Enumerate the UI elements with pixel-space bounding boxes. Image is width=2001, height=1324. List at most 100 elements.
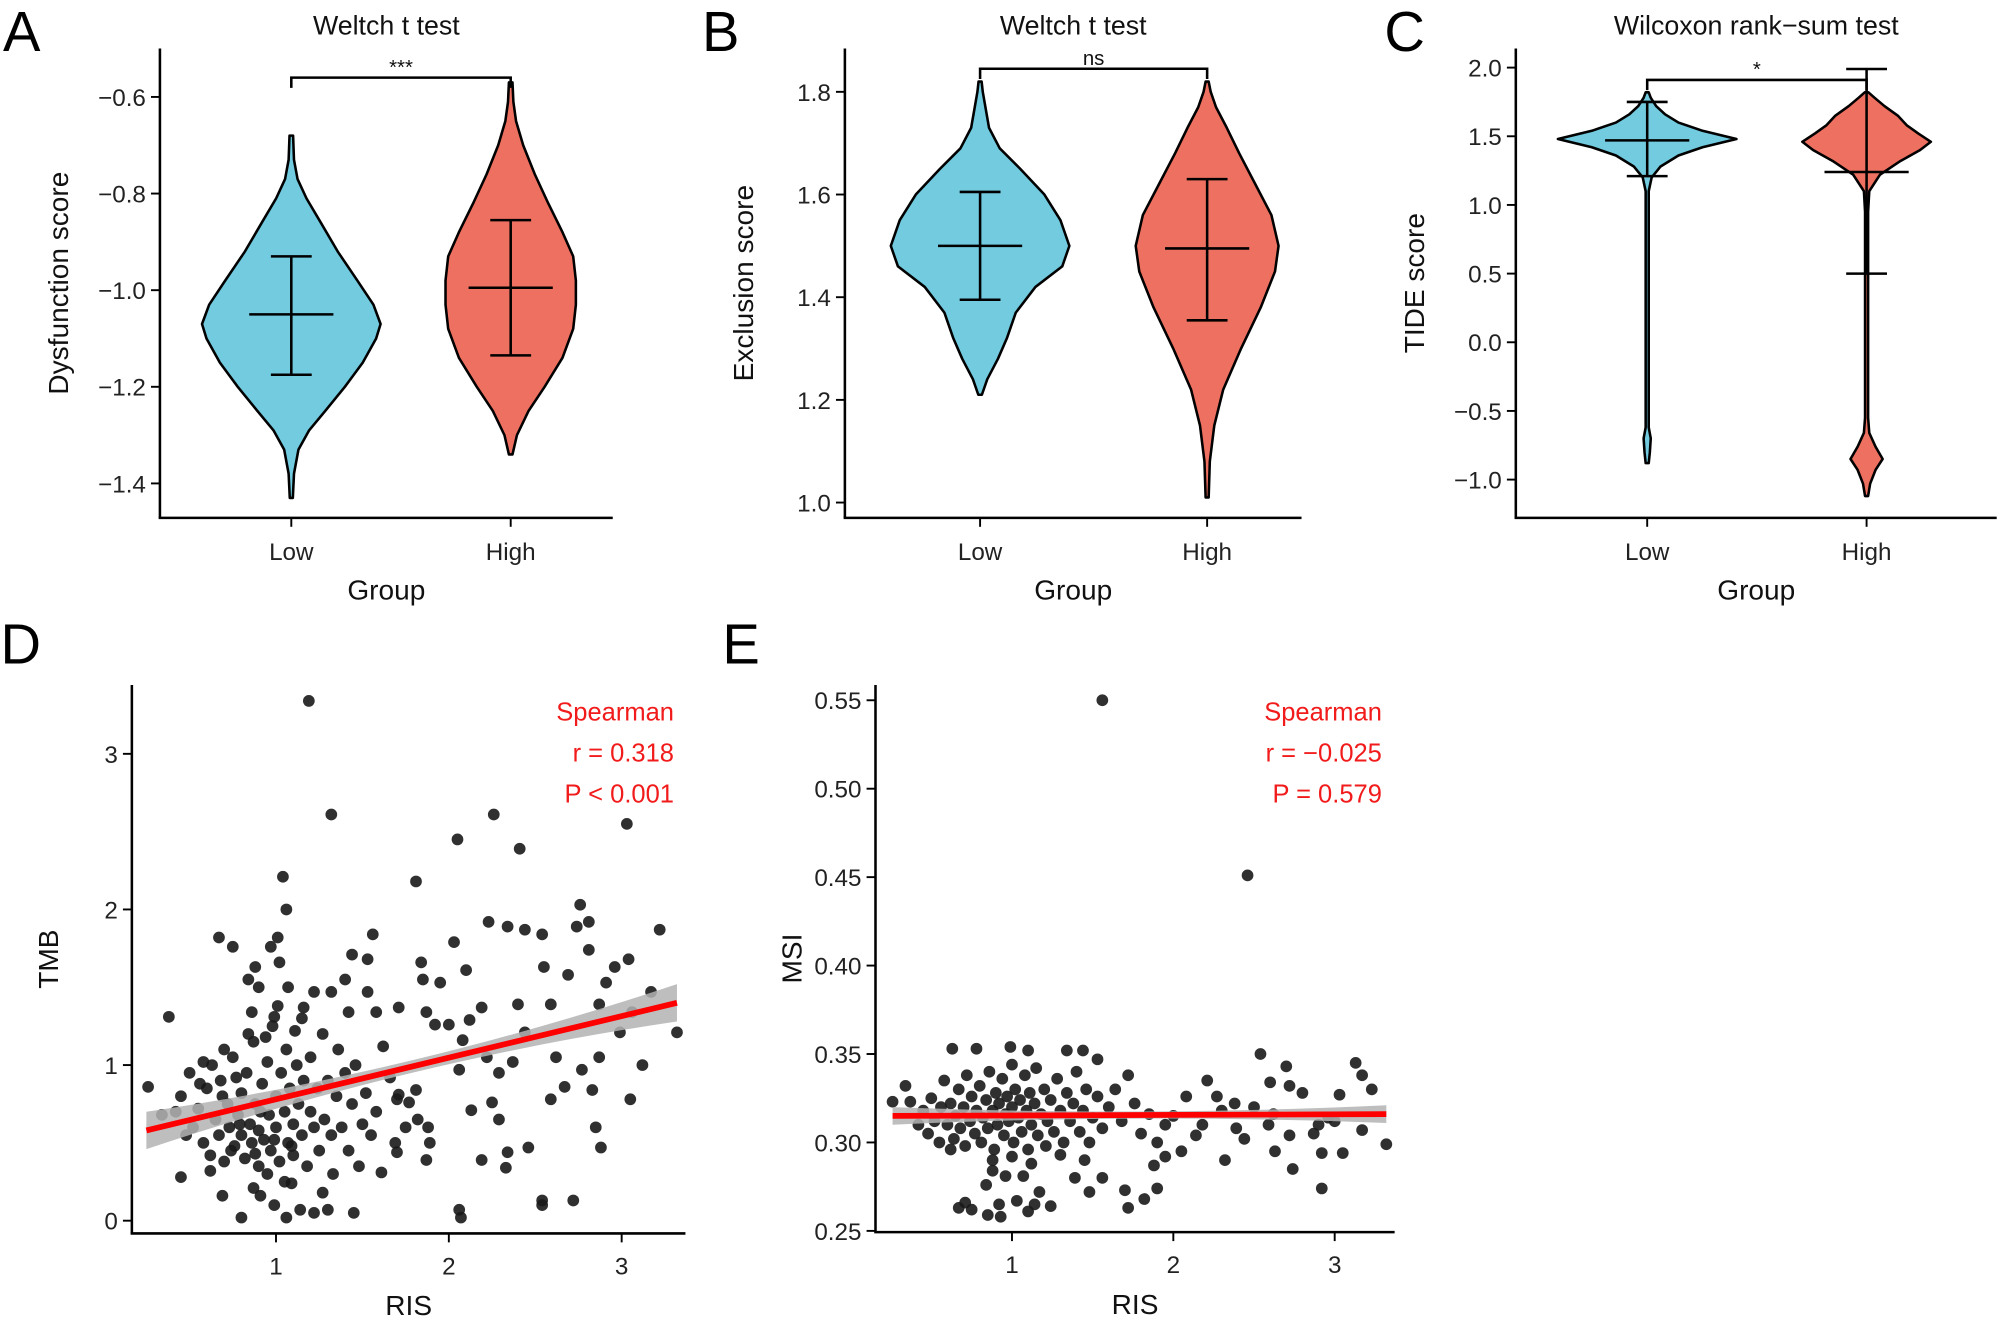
data-point (500, 1161, 512, 1174)
y-tick-label: 0.45 (814, 865, 861, 892)
data-point (451, 833, 464, 846)
y-tick-label: −1.0 (1454, 468, 1502, 495)
stat-text: Spearman (1264, 699, 1382, 727)
data-point (1060, 1044, 1073, 1057)
data-point (1254, 1048, 1267, 1060)
data-point (1007, 1136, 1020, 1149)
data-point (278, 1105, 291, 1118)
data-point (970, 1042, 983, 1055)
data-point (304, 1105, 317, 1118)
data-point (550, 1051, 562, 1064)
y-tick-label: −1.4 (98, 471, 146, 498)
data-point (1096, 1122, 1109, 1135)
y-axis-label: TMB (33, 930, 64, 989)
chart-title: Weltch t test (313, 10, 460, 40)
data-point (287, 1118, 300, 1131)
data-point (653, 923, 666, 936)
data-point (239, 1152, 251, 1165)
y-axis-label: Exclusion score (728, 185, 759, 381)
violin-high (1801, 91, 1933, 498)
data-point (258, 1133, 270, 1146)
data-point (993, 1198, 1005, 1211)
data-point (944, 1143, 957, 1156)
data-point (593, 998, 606, 1011)
data-point (249, 961, 262, 973)
data-point (240, 1066, 253, 1079)
y-tick-label: −0.8 (98, 181, 146, 208)
data-point (1030, 1062, 1043, 1075)
x-axis-label: Group (1034, 574, 1112, 605)
data-point (360, 1087, 372, 1099)
data-point (294, 1203, 307, 1216)
data-point (1128, 1097, 1141, 1110)
data-point (1307, 1127, 1320, 1140)
data-point (946, 1042, 959, 1055)
data-point (273, 1155, 286, 1168)
data-point (1022, 1143, 1034, 1156)
data-point (377, 1040, 390, 1053)
data-point (423, 1137, 436, 1149)
y-tick-label: −0.5 (1454, 399, 1502, 426)
data-point (1022, 1205, 1034, 1218)
data-point (313, 1144, 326, 1157)
stat-text: r = 0.318 (573, 739, 674, 767)
data-point (361, 953, 374, 966)
data-point (501, 1146, 514, 1159)
data-point (608, 961, 621, 973)
data-point (506, 1056, 519, 1068)
data-point (225, 1144, 237, 1157)
data-point (994, 1210, 1007, 1223)
panel-letter: D (0, 612, 41, 675)
data-point (482, 916, 495, 928)
data-point (347, 1207, 360, 1219)
data-point (325, 1129, 338, 1141)
data-point (270, 1121, 282, 1134)
data-point (297, 1001, 310, 1014)
data-point (254, 1189, 267, 1202)
data-point (1175, 1145, 1188, 1158)
data-point (973, 1079, 986, 1092)
data-point (975, 1136, 988, 1149)
data-point (536, 928, 549, 941)
data-point (342, 1006, 355, 1019)
data-point (330, 1090, 343, 1103)
data-point (218, 1155, 231, 1168)
data-point (1238, 1133, 1251, 1145)
data-point (365, 1129, 377, 1141)
data-point (1365, 1083, 1378, 1096)
y-tick-label: 1.0 (797, 490, 831, 517)
data-point (245, 1137, 258, 1149)
data-point (1004, 1041, 1017, 1053)
data-point (1070, 1065, 1083, 1078)
data-point (925, 1092, 938, 1105)
data-point (1014, 1094, 1026, 1106)
data-point (370, 1105, 383, 1118)
data-point (513, 842, 526, 855)
data-point (349, 1059, 362, 1071)
y-tick-label: −0.6 (98, 85, 146, 112)
y-tick-label: 0.50 (814, 777, 861, 804)
data-point (1228, 1097, 1241, 1110)
data-point (1096, 694, 1109, 707)
data-point (204, 1149, 217, 1162)
data-point (1286, 1163, 1299, 1175)
data-point (271, 931, 284, 944)
x-tick-label: High (1182, 539, 1232, 566)
data-point (1296, 1087, 1309, 1099)
data-point (1006, 1058, 1018, 1071)
data-point (273, 956, 286, 969)
data-point (235, 1211, 248, 1224)
data-point (256, 1077, 269, 1090)
data-point (411, 1113, 424, 1126)
y-tick-label: 0.25 (814, 1219, 861, 1246)
data-point (586, 1084, 599, 1096)
data-point (986, 1164, 999, 1177)
violin-low (1556, 91, 1738, 465)
data-point (980, 1094, 993, 1106)
data-point (960, 1069, 973, 1082)
data-point (1019, 1069, 1031, 1082)
data-point (475, 1154, 488, 1166)
x-axis-label: RIS (385, 1290, 432, 1321)
x-tick-label: Low (269, 539, 314, 566)
data-point (308, 1207, 320, 1219)
